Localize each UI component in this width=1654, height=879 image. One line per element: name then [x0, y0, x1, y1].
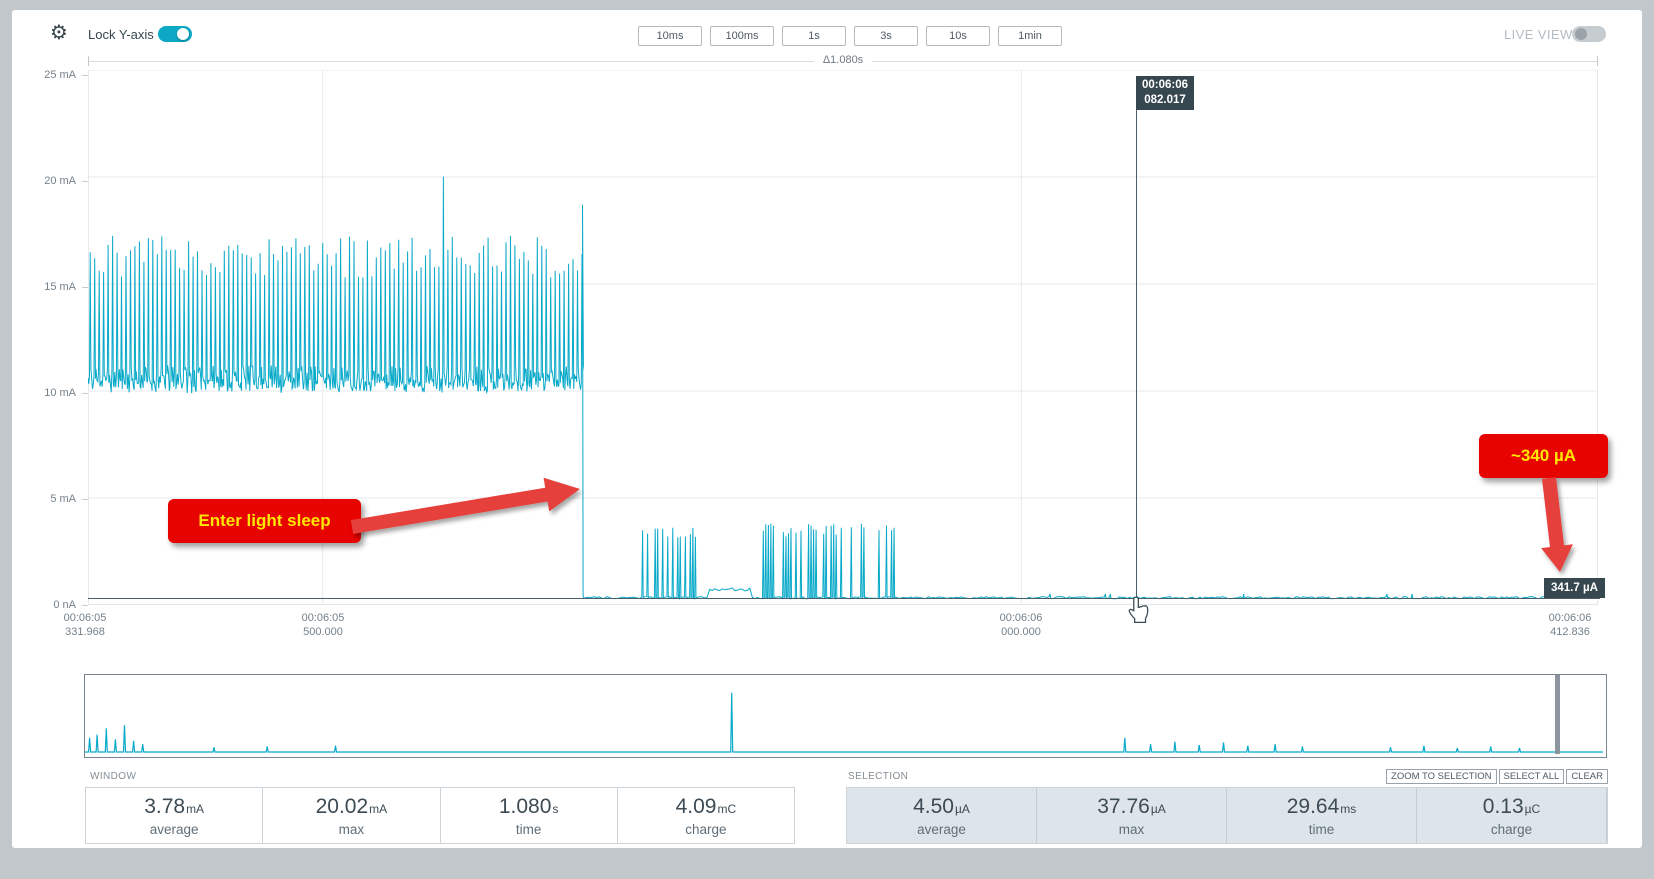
- window-span-left-tick: [88, 56, 89, 66]
- lock-y-axis-label: Lock Y-axis: [88, 27, 154, 42]
- y-tick-mark: [82, 287, 88, 288]
- annotation-light-sleep-text: Enter light sleep: [198, 511, 331, 530]
- stat-unit: ms: [1340, 801, 1357, 816]
- stat-cell-time: 1.080s time: [441, 788, 618, 843]
- stat-label: time: [1308, 821, 1335, 837]
- stat-unit: µC: [1524, 801, 1541, 816]
- toggle-knob: [1575, 28, 1587, 40]
- zoom-preset-100ms[interactable]: 100ms: [710, 26, 774, 46]
- stat-value: 4.09mC: [675, 794, 737, 818]
- y-tick-label: 10 mA: [44, 387, 76, 399]
- cursor-vertical-line: [1136, 76, 1137, 605]
- y-tick-label: 5 mA: [50, 493, 76, 505]
- hand-cursor-icon: [1128, 596, 1149, 623]
- stat-value: 20.02mA: [315, 794, 388, 818]
- window-span-right-tick: [1597, 56, 1598, 66]
- button-select-all[interactable]: SELECT ALL: [1498, 769, 1565, 784]
- x-tick-label: 00:06:05 331.968: [63, 612, 107, 638]
- y-tick-label: 20 mA: [44, 175, 76, 187]
- stat-label: time: [515, 821, 542, 837]
- cursor-time-tooltip: 00:06:06 082.017: [1136, 76, 1195, 110]
- stat-unit: mA: [369, 801, 388, 816]
- cursor-horizontal-line: [88, 598, 1600, 599]
- x-tick-label: 00:06:06 412.836: [1548, 612, 1592, 638]
- stat-value: 1.080s: [498, 794, 559, 818]
- window-section-title: WINDOW: [90, 771, 137, 782]
- zoom-preset-1min[interactable]: 1min: [998, 26, 1062, 46]
- lock-y-axis-toggle[interactable]: [158, 26, 192, 42]
- zoom-preset-10ms[interactable]: 10ms: [638, 26, 702, 46]
- y-tick-mark: [82, 499, 88, 500]
- stat-label: charge: [685, 821, 727, 837]
- stat-label: max: [338, 821, 365, 837]
- stat-cell-time: 29.64ms time: [1227, 788, 1417, 843]
- annotation-340ua-text: ~340 µA: [1510, 446, 1577, 465]
- stat-cell-average: 3.78mA average: [86, 788, 264, 843]
- zoom-preset-3s[interactable]: 3s: [854, 26, 918, 46]
- stat-value: 37.76µA: [1097, 794, 1166, 818]
- y-tick-label: 0 nA: [53, 599, 76, 611]
- zoom-preset-10s[interactable]: 10s: [926, 26, 990, 46]
- y-tick-mark: [82, 605, 88, 606]
- zoom-preset-buttons: 10ms 100ms 1s 3s 10s 1min: [638, 26, 1062, 46]
- annotation-light-sleep: Enter light sleep: [168, 499, 361, 543]
- stat-cell-charge: 4.09mC charge: [618, 788, 794, 843]
- stat-unit: mC: [717, 801, 737, 816]
- stat-value: 29.64ms: [1286, 794, 1357, 818]
- y-tick-mark: [82, 75, 88, 76]
- window-span-label: Δ1.080s: [813, 54, 873, 66]
- overview-minimap[interactable]: [84, 674, 1607, 758]
- live-view-toggle[interactable]: [1572, 26, 1606, 42]
- selection-stats-row: 4.50µA average 37.76µA max 29.64ms time 0.13µC…: [846, 787, 1608, 844]
- y-tick-mark: [82, 181, 88, 182]
- y-tick-mark: [82, 393, 88, 394]
- stat-cell-max: 37.76µA max: [1037, 788, 1227, 843]
- stat-cell-max: 20.02mA max: [263, 788, 441, 843]
- x-tick-label: 00:06:06 000.000: [999, 612, 1043, 638]
- stat-unit: µA: [954, 801, 970, 816]
- annotation-340ua: ~340 µA: [1479, 434, 1608, 478]
- main-chart[interactable]: [88, 70, 1598, 605]
- cursor-value-tooltip: 341.7 µA: [1544, 578, 1605, 598]
- y-tick-label: 15 mA: [44, 281, 76, 293]
- zoom-preset-1s[interactable]: 1s: [782, 26, 846, 46]
- stat-unit: µA: [1150, 801, 1166, 816]
- button-zoom-to-selection[interactable]: ZOOM TO SELECTION: [1386, 769, 1497, 784]
- cursor-time-ms: 082.017: [1144, 94, 1186, 106]
- stat-label: average: [149, 821, 199, 837]
- toggle-knob: [177, 28, 189, 40]
- stat-unit: s: [552, 801, 559, 816]
- stat-cell-average: 4.50µA average: [847, 788, 1037, 843]
- stat-label: max: [1118, 821, 1145, 837]
- stat-label: charge: [1490, 821, 1533, 837]
- stat-unit: mA: [186, 801, 205, 816]
- selection-section-title: SELECTION: [848, 771, 909, 782]
- stat-label: average: [917, 821, 966, 837]
- button-clear[interactable]: CLEAR: [1566, 769, 1608, 784]
- stat-value: 3.78mA: [144, 794, 205, 818]
- stat-value: 4.50µA: [913, 794, 970, 818]
- stat-cell-charge: 0.13µC charge: [1417, 788, 1607, 843]
- x-tick-label: 00:06:05 500.000: [301, 612, 345, 638]
- selection-action-buttons: ZOOM TO SELECTION SELECT ALL CLEAR: [1386, 769, 1608, 784]
- cursor-time-hms: 00:06:06: [1142, 79, 1189, 91]
- y-tick-label: 25 mA: [44, 69, 76, 81]
- window-stats-row: 3.78mA average 20.02mA max 1.080s time 4.09mC c…: [85, 787, 795, 844]
- stat-value: 0.13µC: [1482, 794, 1541, 818]
- live-view-label: LIVE VIEW: [1504, 27, 1573, 42]
- settings-gear-icon[interactable]: ⚙: [50, 20, 68, 44]
- minimap-view-indicator: [1555, 675, 1560, 754]
